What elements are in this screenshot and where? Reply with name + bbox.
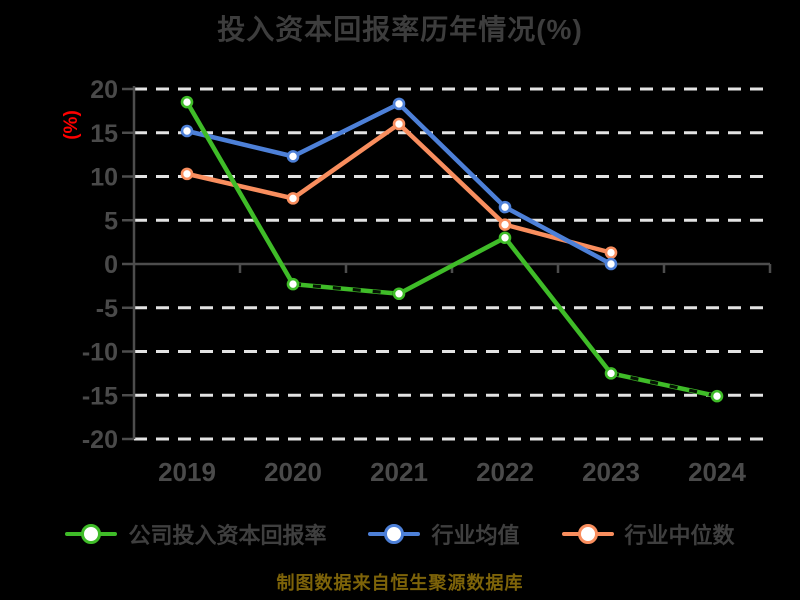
svg-text:10: 10	[90, 164, 118, 192]
legend-item-行业中位数: 行业中位数	[561, 518, 735, 550]
svg-text:15: 15	[90, 120, 118, 148]
svg-text:20: 20	[90, 76, 118, 104]
svg-text:2022: 2022	[476, 457, 534, 487]
legend-item-行业均值: 行业均值	[368, 518, 520, 550]
data-point	[180, 95, 194, 109]
svg-text:2019: 2019	[158, 457, 216, 487]
data-point	[498, 218, 512, 231]
data-point	[604, 367, 618, 380]
series-行业中位数	[180, 117, 618, 259]
legend-marker-icon	[368, 524, 421, 544]
data-point	[498, 200, 512, 214]
data-point	[392, 287, 406, 301]
data-point	[180, 167, 194, 181]
data-point	[180, 124, 194, 138]
svg-text:2024: 2024	[688, 457, 746, 487]
legend-marker-icon	[65, 524, 118, 544]
svg-text:-20: -20	[82, 426, 118, 454]
svg-text:2020: 2020	[264, 457, 322, 487]
data-point	[286, 277, 300, 291]
data-point	[604, 246, 618, 259]
y-axis: 20 15 10 5 0 -5 -10 -15 -20	[82, 76, 136, 454]
legend-marker-icon	[561, 524, 614, 544]
footer-note: 制图数据来自恒生聚源数据库	[276, 573, 524, 593]
svg-text:0: 0	[104, 251, 118, 279]
chart-legend: 公司投入资本回报率 行业均值 行业中位数	[0, 518, 800, 550]
svg-text:-5: -5	[96, 295, 118, 323]
svg-text:-15: -15	[82, 382, 118, 410]
data-point	[392, 117, 406, 131]
data-point	[498, 231, 512, 245]
data-point	[392, 97, 406, 111]
page-title: 投入资本回报率历年情况(%)	[217, 14, 583, 45]
legend-label: 行业均值	[431, 523, 520, 548]
data-point	[604, 257, 618, 271]
series-公司投入资本回报率	[180, 95, 724, 403]
series-行业均值	[180, 97, 618, 271]
svg-text:-10: -10	[82, 339, 118, 367]
svg-text:2021: 2021	[370, 457, 428, 487]
data-point	[286, 192, 300, 205]
x-axis: 2019 2020 2021 2022 2023 2024	[134, 262, 772, 487]
data-point	[286, 150, 300, 163]
data-point	[710, 389, 724, 403]
legend-label: 行业中位数	[624, 523, 735, 548]
svg-text:2023: 2023	[582, 457, 640, 487]
legend-item-公司投入资本回报率: 公司投入资本回报率	[65, 518, 326, 550]
svg-text:5: 5	[104, 207, 118, 235]
legend-label: 公司投入资本回报率	[128, 523, 327, 548]
